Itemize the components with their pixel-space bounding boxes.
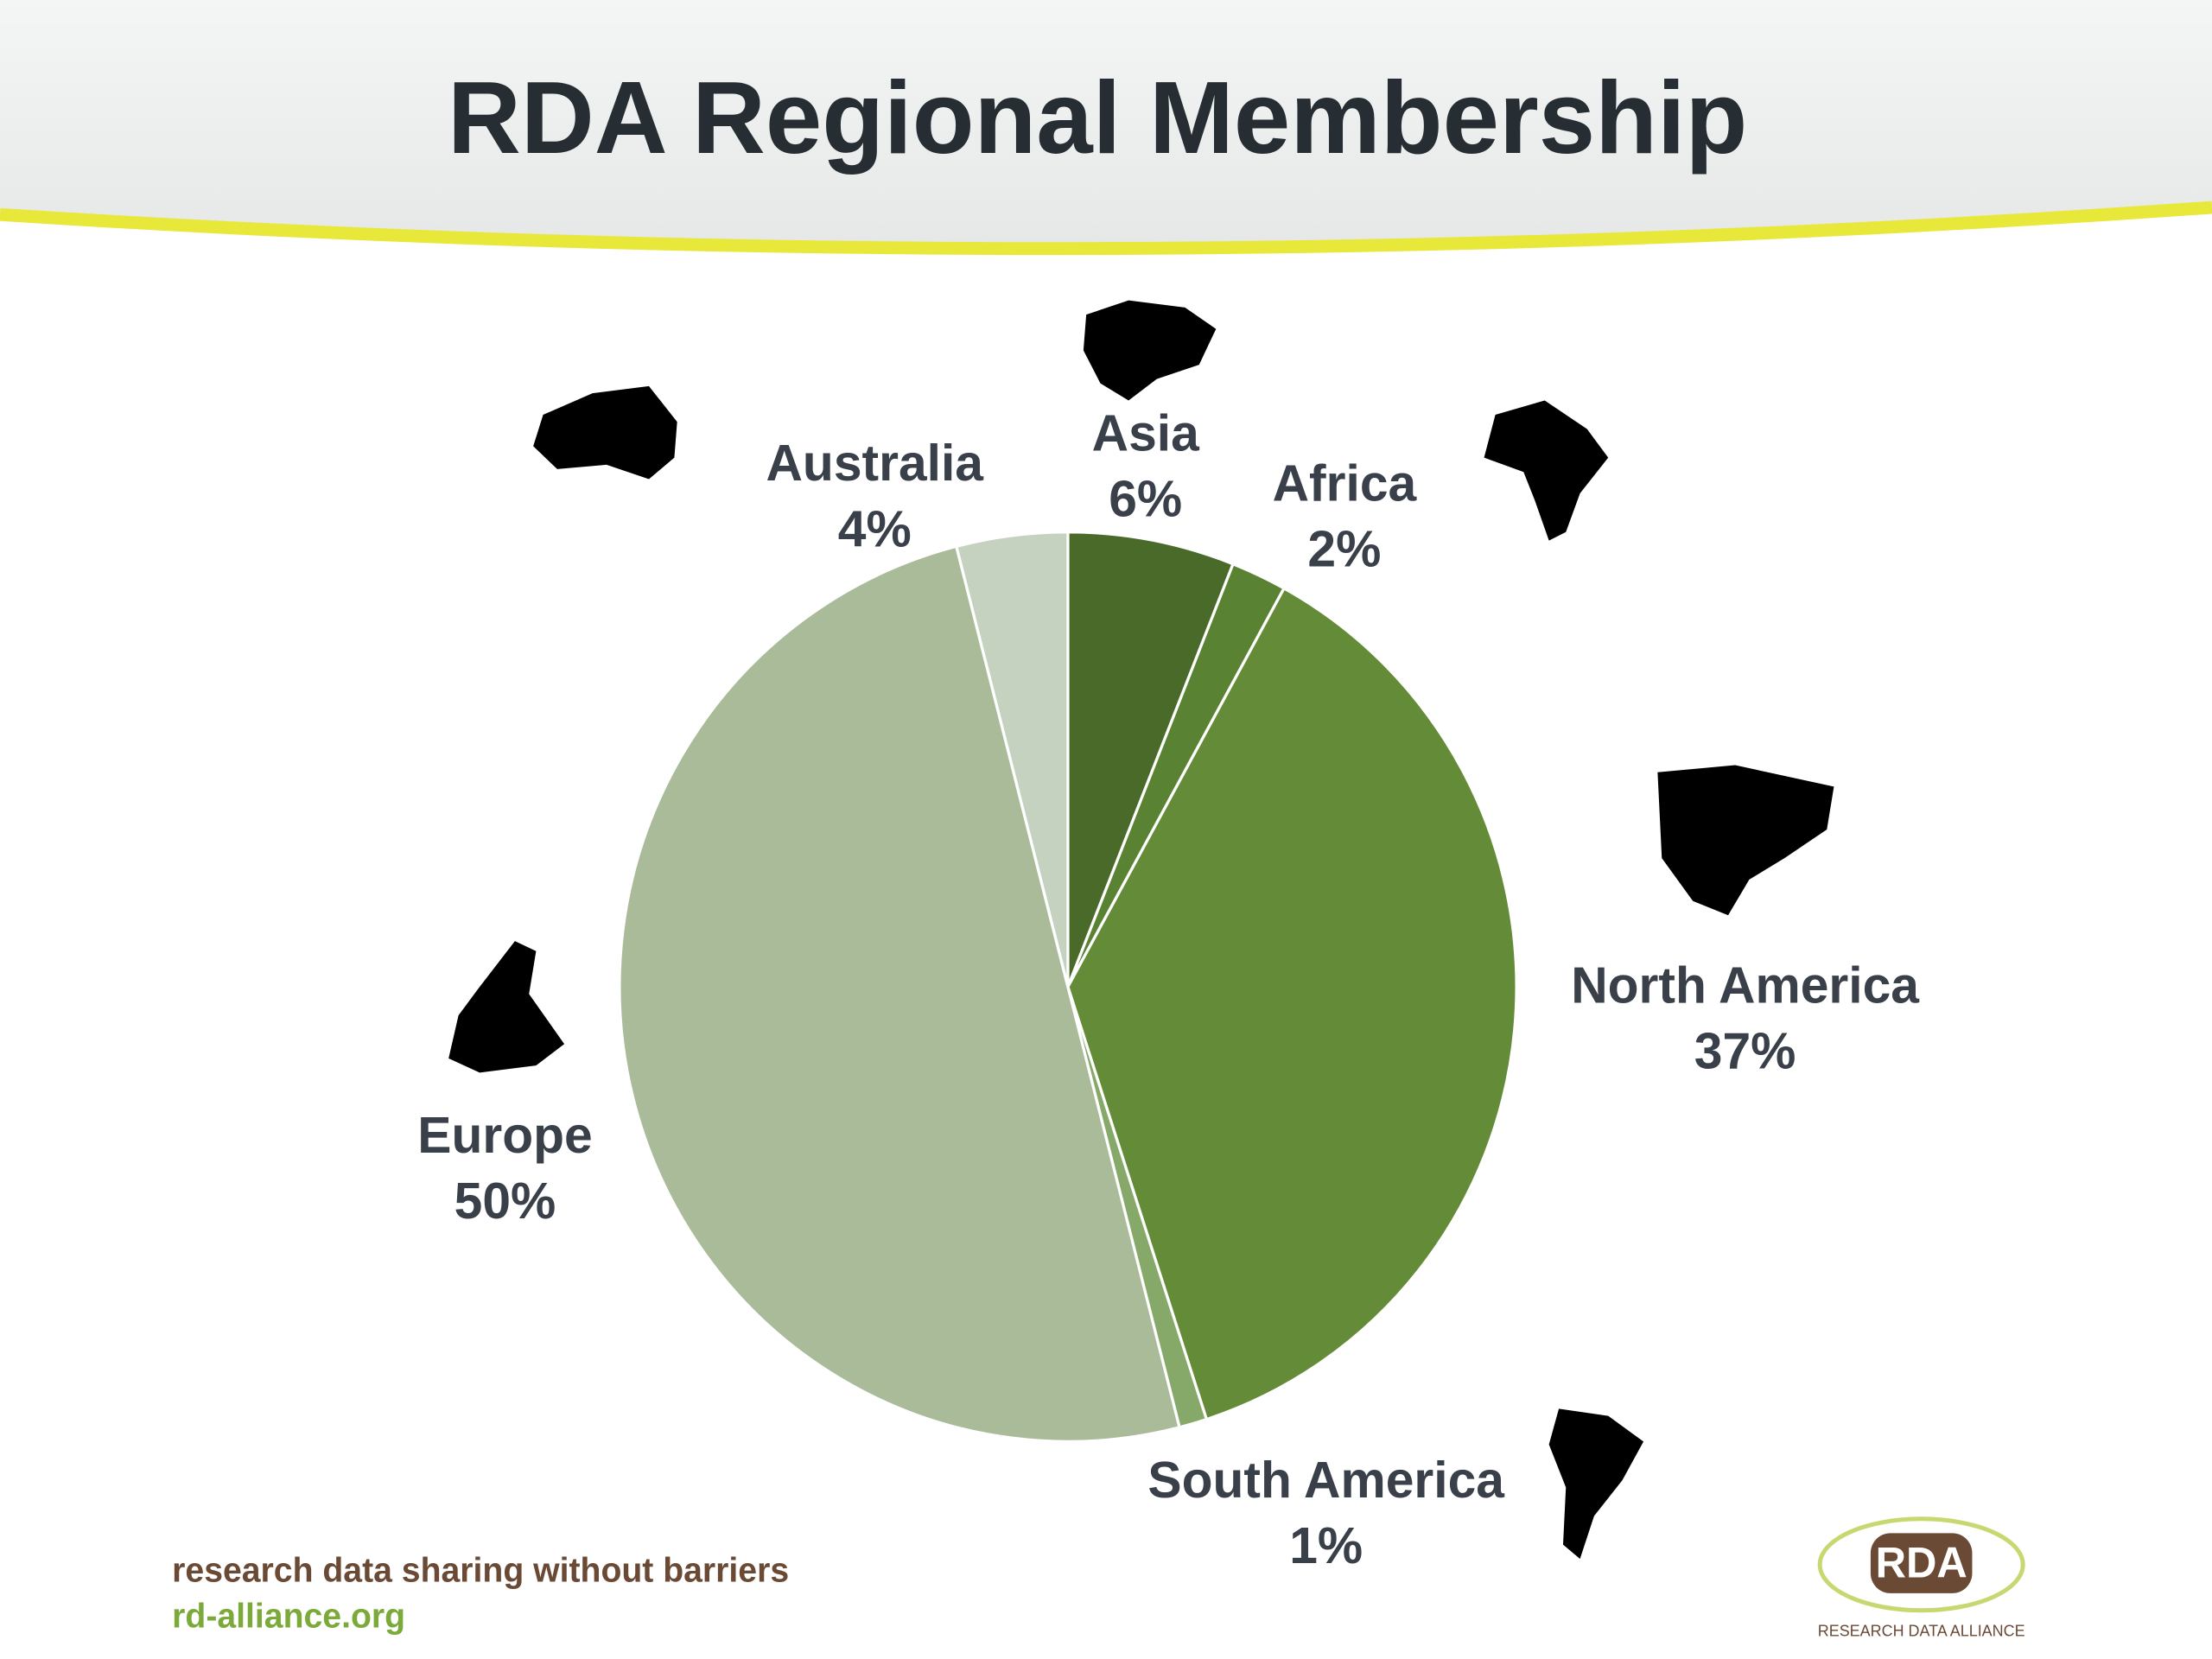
slice-value-label: 4% xyxy=(838,499,912,557)
europe-icon xyxy=(448,941,565,1073)
slice-label: South America xyxy=(1147,1451,1505,1509)
north-america-icon xyxy=(1657,765,1834,916)
pie-slice xyxy=(1066,531,1236,988)
slice-value-label: 2% xyxy=(1307,519,1381,577)
continent-icons xyxy=(448,300,1834,1560)
logo-globe xyxy=(1817,1516,2025,1613)
logo-badge xyxy=(1870,1533,1973,1593)
australia-icon xyxy=(533,385,677,480)
slice-label: Europe xyxy=(417,1106,592,1164)
south-america-icon xyxy=(1548,1408,1644,1560)
logo-name: RESEARCH DATA ALLIANCE xyxy=(1818,1622,2025,1639)
header-line xyxy=(0,200,2212,256)
slice-value-label: 6% xyxy=(1109,469,1182,527)
slice-label: Asia xyxy=(1092,404,1200,461)
africa-icon xyxy=(1484,400,1609,541)
header-band xyxy=(0,0,2212,249)
slice-label: Africa xyxy=(1273,454,1418,512)
pie: Asia 6% Africa 2% North America 37% South Amer… xyxy=(417,404,1920,1574)
slice-value-label: 50% xyxy=(454,1172,556,1230)
pie-slice xyxy=(619,544,1182,1443)
footer-tagline: research data sharing without barriers xyxy=(172,1551,789,1589)
footer-url: rd-alliance.org xyxy=(172,1597,405,1635)
slice-value-label: 37% xyxy=(1694,1021,1796,1079)
pie-slice xyxy=(1066,586,1518,1421)
logo-mark: RDA xyxy=(1876,1539,1967,1586)
slice-label: Australia xyxy=(766,434,985,492)
asia-icon xyxy=(1083,300,1217,401)
chart-title: RDA Regional Membership xyxy=(448,60,1747,175)
slice-value-label: 1% xyxy=(1289,1516,1363,1574)
slice-label: North America xyxy=(1571,956,1920,1014)
pie-slice xyxy=(954,531,1070,988)
